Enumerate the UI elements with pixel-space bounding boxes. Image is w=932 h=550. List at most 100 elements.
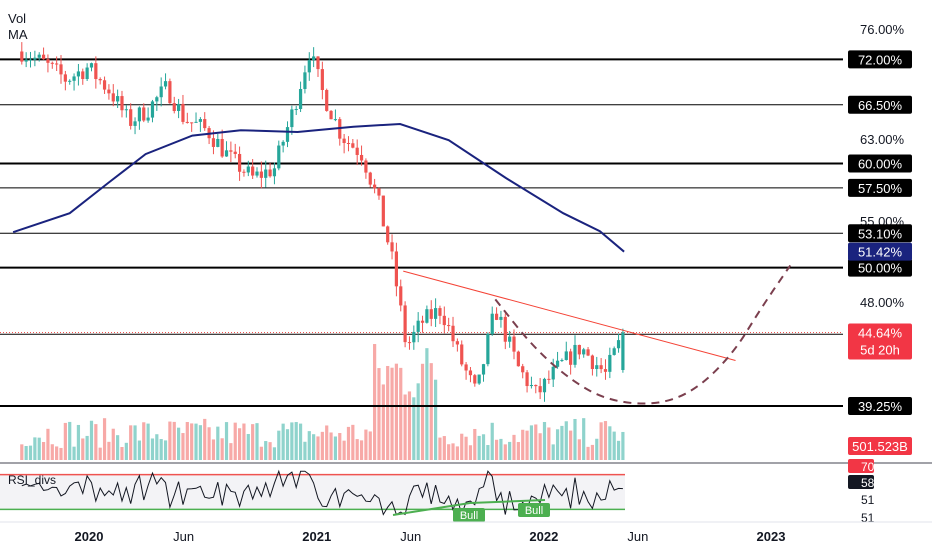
candle-body [224,150,229,157]
rsi-level-label: 58 [861,476,875,490]
volume-bar [542,421,547,460]
candles [20,42,625,402]
volume-bar [268,442,272,460]
volume-bar [198,425,202,460]
volume-bar [237,428,242,460]
candle-body [277,145,281,169]
level-label: 60.00% [858,157,903,172]
volume-bar [81,438,85,460]
volume-bar [460,433,464,460]
candle-body [185,121,189,123]
candle-body [455,341,459,345]
candle-body [599,365,603,370]
volume-bar [281,423,285,460]
volume-bar [538,433,542,460]
candle-body [298,88,303,110]
candle-body [220,138,224,157]
volume-bar [325,425,329,460]
volume-bar [442,436,446,460]
candle-body [303,72,307,89]
candle-body [595,365,599,370]
volume-bar [486,445,490,460]
candle-body [272,168,277,177]
candle-body [333,119,338,121]
volume-bar [168,421,172,460]
volume-bar [547,427,551,460]
candle-body [281,141,285,146]
candle-body [403,305,407,343]
volume-bar [390,367,394,460]
candle-body [425,309,429,323]
level-label-bg [848,50,912,69]
level-label-bg [848,396,912,415]
candle-body [342,138,346,144]
candle-body [325,90,329,111]
candle-body [155,97,159,102]
candle-body [116,96,120,102]
candle-body [394,251,398,287]
bar-countdown-label: 5d 20h [860,342,900,357]
candle-body [98,79,102,81]
candle-body [429,309,433,319]
candle-body [142,107,146,121]
candle-body [194,121,198,123]
candle-body [163,81,168,87]
candle-body [438,308,442,316]
candle-body [55,63,59,65]
candle-body [259,171,263,178]
candle-body [586,349,590,356]
candle-body [508,336,512,342]
candle-body [464,364,468,371]
price-tick-label: 48.00% [860,295,905,310]
bull-label: Bull [460,510,478,522]
volume-bar [203,418,207,460]
candle-body [24,59,28,62]
volume-bar [477,435,481,460]
volume-bar [294,422,298,460]
candle-body [268,169,272,177]
time-axis: 2020 Jun 2021 Jun 2022 Jun 2023 [0,521,932,544]
volume-bar [41,441,46,460]
volume-value-label-bg [848,437,912,455]
candle-body [72,76,76,81]
volume-bar [599,422,603,460]
candle-body [133,121,137,126]
candle-body [416,320,420,332]
candle-body [255,171,259,176]
candle-body [28,59,33,61]
candle-body [351,143,355,148]
volume-bar [569,430,573,460]
volume-bar [211,439,216,460]
bull-label: Bull [525,505,543,517]
candle-body [198,119,202,122]
volume-bars [20,344,625,460]
candle-body [494,313,499,320]
volume-bar [529,425,534,460]
volume-bar [560,425,564,460]
bull-divergence-line [469,499,546,504]
candle-body [233,151,237,154]
level-label-bg [848,154,912,173]
candle-body [407,342,412,344]
candle-body [608,354,612,372]
level-label-bg [848,95,912,114]
volume-bar [33,437,37,460]
volume-bar [338,433,342,460]
volume-bar [346,426,351,460]
volume-bar [242,423,246,460]
volume-bar [172,421,176,460]
volume-bar [333,436,338,460]
volume-bar [616,440,621,460]
volume-bar [386,365,390,460]
volume-bar [194,423,198,460]
volume-bar [146,423,150,460]
volume-bar [102,418,107,460]
candle-body [560,359,564,361]
price-label-bg [848,323,912,360]
candle-body [159,86,163,98]
candle-body [473,375,477,384]
ma-line [12,122,625,253]
candle-body [359,154,364,161]
candle-body [129,109,133,126]
